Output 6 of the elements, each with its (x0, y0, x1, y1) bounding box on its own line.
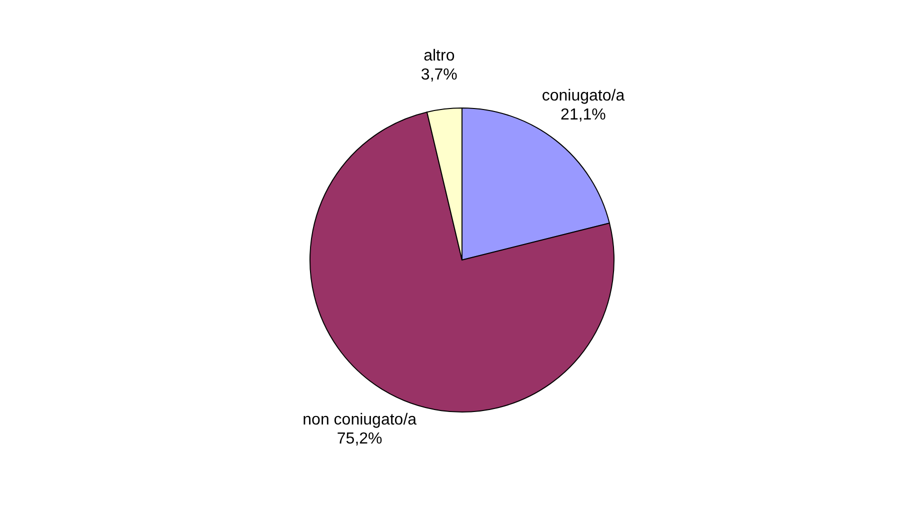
data-label: 75,2% (336, 430, 382, 448)
slice-label: altro (424, 47, 455, 64)
data-label: 21,1% (560, 106, 606, 124)
slice-label: non coniugato/a (302, 411, 417, 428)
slice-label: coniugato/a (542, 88, 625, 105)
data-label: 3,7% (420, 66, 458, 84)
